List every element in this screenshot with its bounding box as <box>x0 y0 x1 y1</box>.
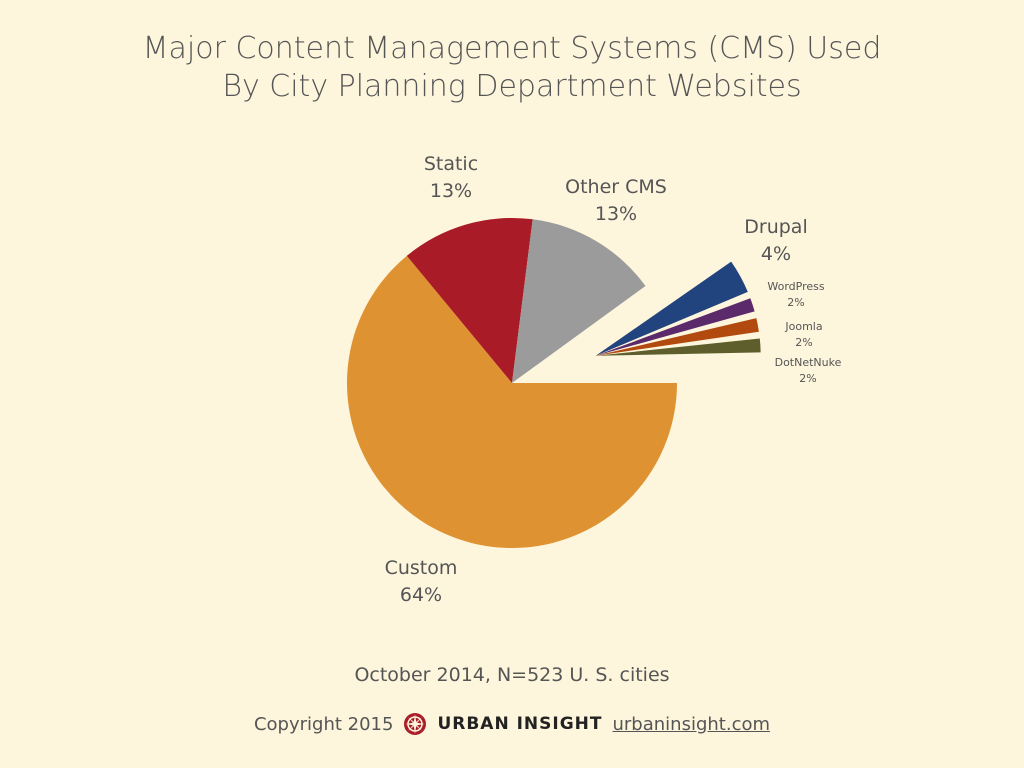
pie-slice-drupal <box>595 261 748 356</box>
compass-rose-icon <box>403 712 427 736</box>
pie-slice-custom <box>346 255 677 549</box>
slice-label-dotnetnuke: DotNetNuke <box>775 356 842 369</box>
pie-slice-dotnetnuke <box>595 338 761 356</box>
slice-value-wordpress: 2% <box>787 296 804 309</box>
brand-name: URBAN INSIGHT <box>437 714 603 734</box>
chart-title-line1: Major Content Management Systems (CMS) U… <box>142 31 882 66</box>
chart-title: Major Content Management Systems (CMS) U… <box>0 30 1024 106</box>
slice-label-drupal: Drupal <box>744 216 807 238</box>
slice-label-joomla: Joomla <box>784 320 822 333</box>
chart-note: October 2014, N=523 U. S. cities <box>354 664 670 686</box>
slice-label-custom: Custom <box>385 557 458 579</box>
slice-value-dotnetnuke: 2% <box>799 372 816 385</box>
pie-slice-static <box>406 218 533 383</box>
slice-value-static: 13% <box>430 180 472 202</box>
slice-label-wordpress: WordPress <box>767 280 824 293</box>
slice-value-joomla: 2% <box>795 336 812 349</box>
pie-slice-wordpress <box>595 298 755 356</box>
chart-title-line2: By City Planning Department Websites <box>222 69 802 104</box>
copyright-text: Copyright 2015 <box>253 713 394 735</box>
website-link[interactable]: urbaninsight.com <box>612 713 771 735</box>
pie-slice-joomla <box>595 318 759 356</box>
slice-value-other-cms: 13% <box>595 203 637 225</box>
slice-value-drupal: 4% <box>761 243 791 265</box>
pie-slice-other-cms <box>512 219 646 383</box>
slice-label-other-cms: Other CMS <box>565 176 667 198</box>
footer: Copyright 2015 URBAN INSIGHT urbaninsigh… <box>0 712 1024 736</box>
slice-label-static: Static <box>424 153 478 175</box>
slice-value-custom: 64% <box>400 584 442 606</box>
